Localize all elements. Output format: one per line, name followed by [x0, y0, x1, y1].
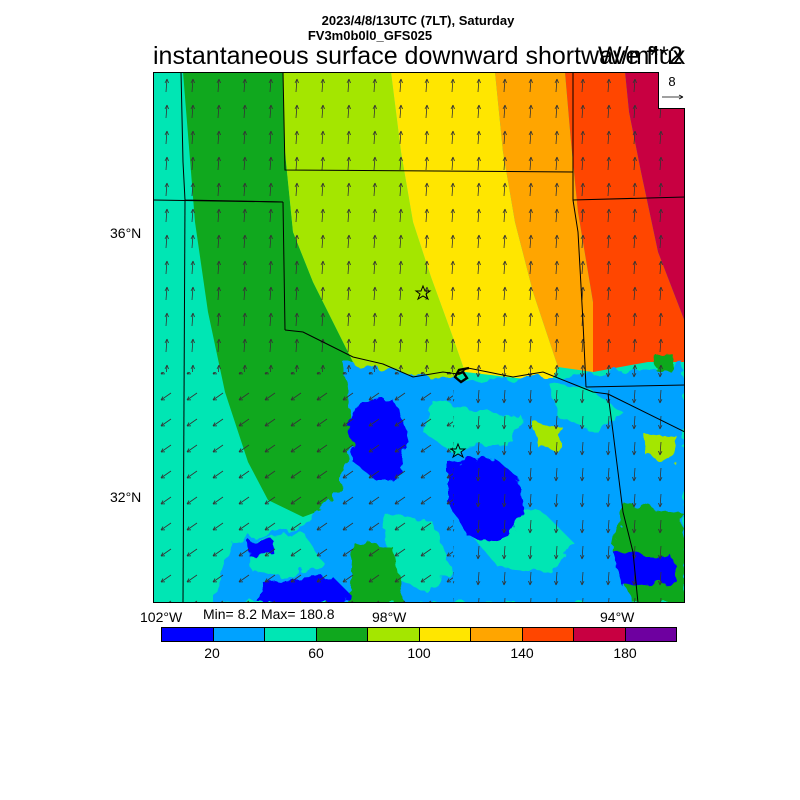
reference-vector-box: 8 — [658, 72, 685, 109]
colorbar-swatch-7 — [522, 628, 574, 641]
colorbar-swatch-4 — [368, 628, 420, 641]
star-marker-2 — [449, 442, 467, 459]
border-ok-ar — [572, 199, 587, 388]
colorbar-label-20: 20 — [204, 645, 220, 661]
header-model-run: FV3m0b0l0_GFS025 — [307, 28, 433, 43]
map-title: instantaneous surface downward shortwave… — [153, 42, 686, 70]
border-ks-mo — [572, 72, 685, 201]
lat-label-36n: 36°N — [110, 225, 142, 241]
border-ar-la — [585, 384, 685, 388]
map-frame — [153, 72, 685, 603]
colorbar-swatch-9 — [625, 628, 676, 641]
colorbar-swatch-5 — [419, 628, 471, 641]
wind-arrows-north — [153, 72, 685, 372]
header-datetime: 2023/4/8/13UTC (7LT), Saturday — [321, 13, 515, 28]
lat-label-32n: 32°N — [110, 489, 142, 505]
lon-label-94w: 94°W — [600, 609, 635, 625]
colorbar-swatch-8 — [574, 628, 626, 641]
colorbar-label-60: 60 — [308, 645, 324, 661]
min-max-stats: Min= 8.2 Max= 180.8 — [203, 606, 335, 622]
lon-label-98w: 98°W — [372, 609, 407, 625]
wind-arrows-southeast — [453, 372, 685, 603]
colorbar-swatch-2 — [265, 628, 317, 641]
reference-arrow-icon — [662, 94, 684, 100]
lon-label-102w: 102°W — [140, 609, 183, 625]
colorbar-label-140: 140 — [510, 645, 534, 661]
border-tx-panhandle-east — [282, 201, 286, 331]
colorbar-swatch-0 — [162, 628, 214, 641]
border-tx-la — [607, 393, 639, 603]
lake-texoma — [453, 366, 470, 384]
colorbar — [161, 627, 677, 642]
colorbar-swatch-6 — [471, 628, 523, 641]
map-panel — [153, 72, 685, 603]
border-nm-tx — [182, 199, 186, 603]
map-units: W/m**2 — [598, 42, 683, 70]
wind-arrows-southwest — [153, 372, 453, 603]
colorbar-swatch-1 — [213, 628, 265, 641]
star-marker-1 — [414, 284, 432, 301]
colorbar-label-100: 100 — [407, 645, 431, 661]
colorbar-label-180: 180 — [613, 645, 637, 661]
colorbar-swatch-3 — [316, 628, 368, 641]
reference-vector-label: 8 — [668, 74, 676, 89]
